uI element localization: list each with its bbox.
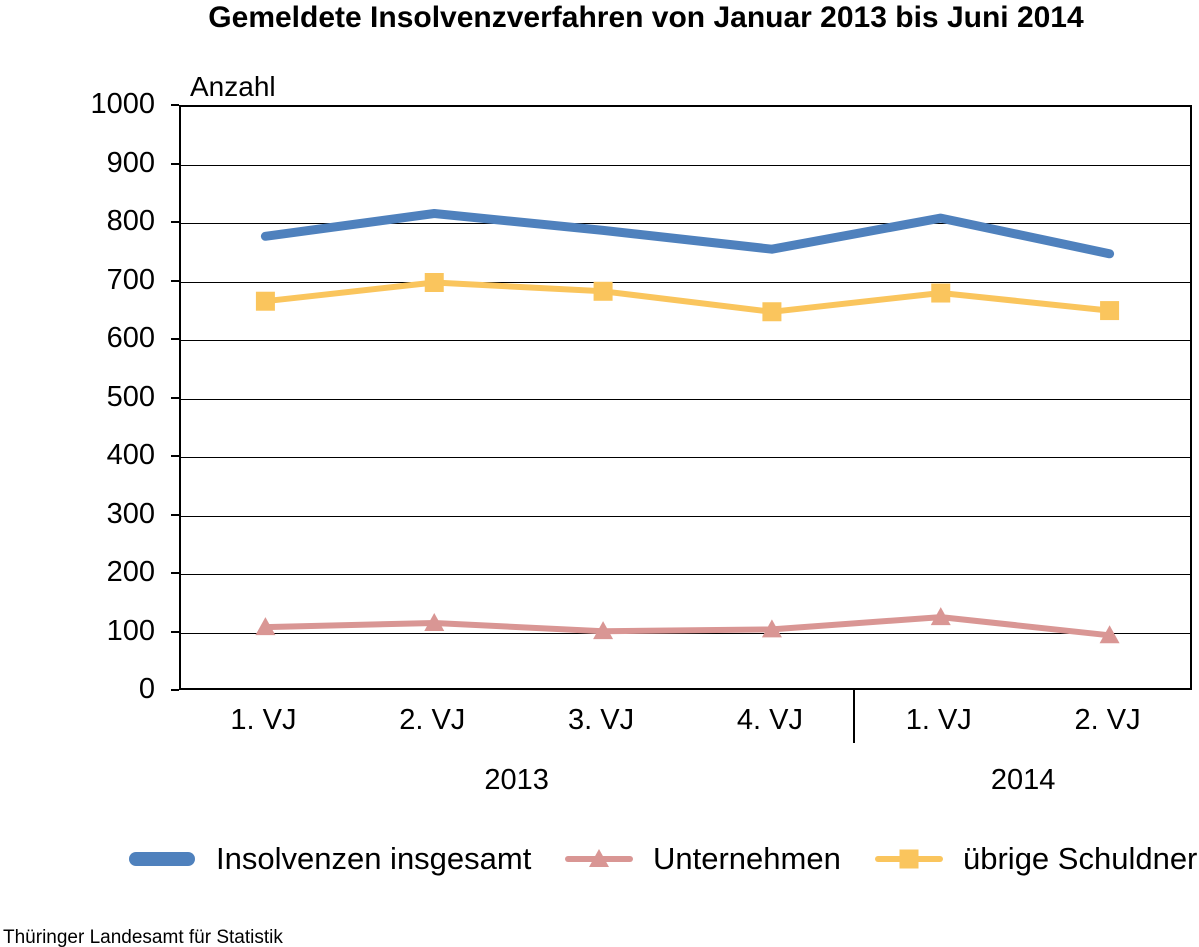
- y-tick-mark-400: [171, 455, 179, 457]
- series-layer: [255, 209, 1120, 644]
- legend-entry-0: Insolvenzen insgesamt: [128, 838, 531, 880]
- y-tick-label-800: 800: [106, 205, 155, 237]
- y-tick-mark-900: [171, 162, 179, 165]
- gridline-800: [181, 223, 1190, 224]
- legend-label-2: übrige Schuldner: [963, 841, 1198, 876]
- y-tick-mark-600: [171, 338, 179, 340]
- y-tick-label-200: 200: [106, 556, 155, 588]
- source-attribution: Thüringer Landesamt für Statistik: [3, 927, 283, 947]
- y-tick-mark-1000: [171, 104, 179, 106]
- series-2-marker-2: [593, 281, 613, 301]
- y-tick-mark-500: [171, 396, 179, 399]
- y-tick-label-400: 400: [106, 439, 155, 471]
- y-tick-label-600: 600: [106, 322, 155, 354]
- gridline-600: [181, 340, 1190, 341]
- legend-entry-1: Unternehmen: [565, 838, 841, 880]
- y-tick-mark-700: [171, 279, 179, 282]
- gridline-200: [181, 574, 1190, 575]
- legend-marker-2: [899, 849, 919, 869]
- y-tick-label-500: 500: [106, 380, 155, 413]
- y-tick-label-900: 900: [106, 146, 155, 179]
- series-line-2: [262, 279, 1113, 315]
- series-2-marker-5: [1100, 301, 1120, 321]
- y-tick-label-300: 300: [106, 497, 155, 530]
- series-2-marker-0: [255, 291, 275, 311]
- plot-area: [179, 105, 1192, 690]
- year-label-2013: 2013: [484, 764, 549, 796]
- series-2-marker-1: [424, 273, 444, 292]
- y-tick-label-100: 100: [106, 614, 155, 647]
- series-1-marker-3: [761, 619, 782, 638]
- x-tick-label-0: 1. VJ: [230, 704, 297, 736]
- series-1-marker-0: [255, 617, 276, 636]
- y-tick-mark-100: [171, 630, 179, 633]
- gridline-300: [181, 515, 1190, 517]
- y-tick-mark-800: [171, 221, 179, 223]
- year-group-separator: [853, 690, 856, 743]
- y-tick-label-700: 700: [106, 263, 155, 296]
- series-2-marker-4: [931, 283, 951, 303]
- y-tick-mark-0: [171, 689, 179, 691]
- gridline-500: [181, 398, 1190, 400]
- y-tick-label-0: 0: [138, 673, 155, 705]
- x-tick-label-5: 2. VJ: [1074, 704, 1141, 736]
- gridline-400: [181, 457, 1190, 458]
- legend-label-0: Insolvenzen insgesamt: [216, 841, 532, 876]
- series-1-marker-5: [1099, 625, 1120, 644]
- series-1-marker-1: [424, 612, 445, 631]
- legend: Insolvenzen insgesamt Unternehmen übrige S…: [0, 838, 1199, 880]
- legend-swatch-2: [875, 849, 943, 869]
- series-1-marker-4: [930, 607, 951, 626]
- series-1-marker-2: [593, 621, 614, 640]
- x-tick-label-4: 1. VJ: [905, 704, 972, 736]
- legend-marker-1: [589, 849, 609, 867]
- legend-entry-2: übrige Schuldner: [875, 838, 1197, 880]
- x-tick-label-2: 3. VJ: [568, 704, 635, 736]
- y-axis-title: Anzahl: [190, 71, 276, 102]
- y-tick-label-1000: 1000: [90, 88, 155, 120]
- y-tick-mark-300: [171, 513, 179, 516]
- gridline-900: [181, 164, 1190, 166]
- series-line-0: [260, 209, 1115, 259]
- series-line-1: [262, 614, 1113, 639]
- x-tick-label-3: 4. VJ: [736, 704, 803, 736]
- chart-title: Gemeldete Insolvenzverfahren von Januar …: [208, 1, 1084, 34]
- year-label-2014: 2014: [990, 764, 1056, 796]
- legend-label-1: Unternehmen: [653, 841, 841, 876]
- gridline-700: [181, 281, 1190, 283]
- x-tick-label-1: 2. VJ: [399, 704, 466, 736]
- series-2-marker-3: [762, 302, 782, 322]
- y-tick-mark-200: [171, 572, 179, 574]
- legend-swatch-1: [565, 849, 633, 867]
- legend-swatch-0: [129, 852, 195, 866]
